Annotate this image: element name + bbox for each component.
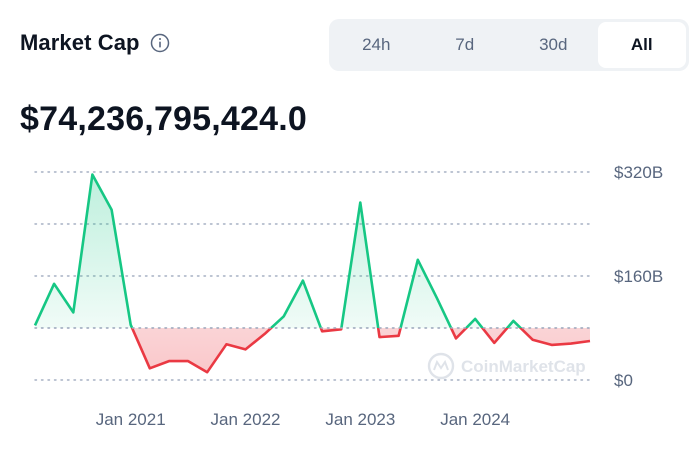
y-tick-label: $0 xyxy=(614,371,633,390)
series-line-up xyxy=(33,173,523,328)
area-down xyxy=(35,328,590,373)
area-up xyxy=(35,174,590,328)
header: Market Cap xyxy=(20,30,170,56)
info-circle-icon[interactable] xyxy=(150,33,170,53)
x-tick-label: Jan 2022 xyxy=(211,410,281,429)
tab-all[interactable]: All xyxy=(597,22,686,68)
tab-24h[interactable]: 24h xyxy=(362,35,391,54)
watermark: CoinMarketCap xyxy=(427,352,586,380)
market-cap-value: $74,236,795,424.0 xyxy=(20,100,308,138)
tab-30d[interactable]: 30d xyxy=(539,35,568,54)
x-tick-label: Jan 2023 xyxy=(325,410,395,429)
y-tick-label: $320B xyxy=(614,163,663,182)
series-line-down xyxy=(130,328,591,374)
x-tick-label: Jan 2024 xyxy=(440,410,510,429)
x-tick-label: Jan 2021 xyxy=(96,410,166,429)
y-tick-label: $160B xyxy=(614,267,663,286)
page-title: Market Cap xyxy=(20,30,140,55)
tab-7d[interactable]: 7d xyxy=(455,35,475,54)
watermark-text: CoinMarketCap xyxy=(461,357,586,376)
time-range-tabs: 24h 7d 30d All xyxy=(329,19,689,71)
